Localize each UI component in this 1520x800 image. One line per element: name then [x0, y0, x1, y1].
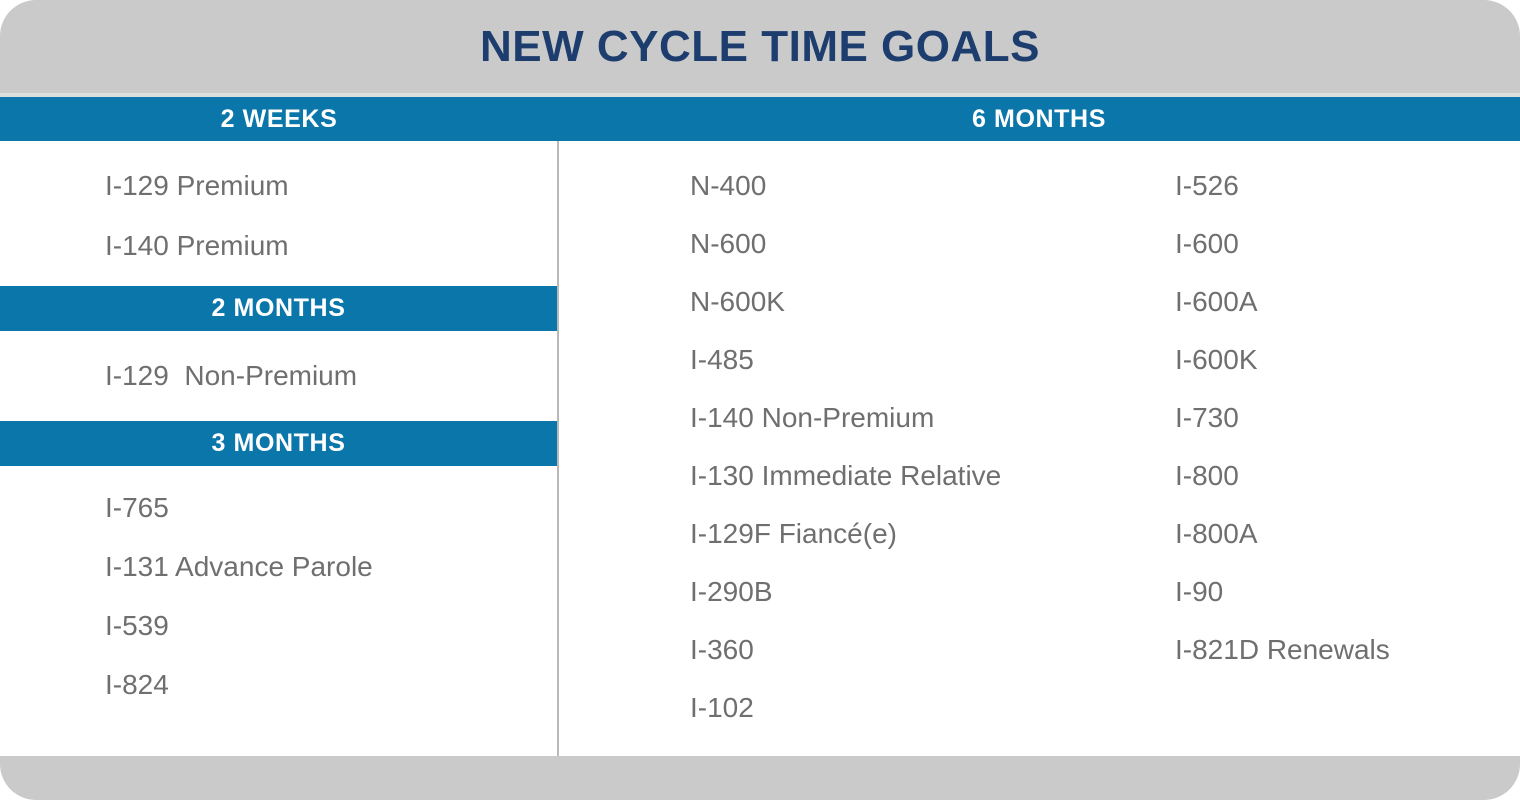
list-item: I-600	[1175, 228, 1239, 259]
duration-header-bar: 2 WEEKS 6 MONTHS	[0, 97, 1520, 141]
list-item: I-730	[1175, 402, 1239, 433]
card-header: NEW CYCLE TIME GOALS	[0, 0, 1520, 93]
section-header-bar: 2 MONTHS	[0, 286, 557, 331]
column-header-6-months: 6 MONTHS	[972, 104, 1106, 133]
section-header-label: 3 MONTHS	[211, 429, 346, 457]
column-header-2-weeks: 2 WEEKS	[220, 104, 338, 133]
list-item: I-526	[1175, 170, 1239, 201]
card-footer	[0, 756, 1520, 800]
list-item: I-821D Renewals	[1175, 634, 1390, 665]
list-item: I-130 Immediate Relative	[690, 460, 1002, 491]
list-item: I-102	[690, 692, 754, 723]
list-item: I-290B	[690, 576, 773, 607]
column-divider	[557, 141, 559, 756]
list-item: I-129F Fiancé(e)	[690, 518, 897, 549]
list-item: I-140 Premium	[105, 230, 289, 261]
list-item: I-765	[105, 491, 169, 523]
list-item: N-600	[690, 228, 767, 259]
header-separator	[0, 93, 1520, 97]
list-item: I-800A	[1175, 518, 1258, 549]
list-item: N-400	[690, 170, 767, 201]
list-item: I-360	[690, 634, 754, 665]
right-subcolumn-2: I-526 I-600 I-600A I-600K I-730 I-800 I-800A I-…	[1039, 157, 1520, 756]
list-item: I-600A	[1175, 286, 1258, 317]
list-item: I-131 Advance Parole	[105, 550, 373, 582]
left-column: I-129 Premium I-140 Premium 2 MONTHS I-129 …	[0, 141, 558, 756]
right-subcolumn-1: N-400 N-600 N-600K I-485 I-140 Non-Premium I-…	[558, 157, 1039, 756]
list-item: I-140 Non-Premium	[690, 402, 935, 433]
page-title: NEW CYCLE TIME GOALS	[480, 21, 1040, 71]
list-item: N-600K	[690, 286, 785, 317]
list-item: I-824	[105, 668, 169, 700]
list-item: I-800	[1175, 460, 1239, 491]
section-rows: I-129 Non-Premium	[0, 331, 558, 421]
list-item: I-129 Non-Premium	[105, 360, 358, 391]
list-item: I-485	[690, 344, 754, 375]
right-section: N-400 N-600 N-600K I-485 I-140 Non-Premium I-…	[558, 141, 1520, 756]
section-rows: I-765 I-131 Advance Parole I-539 I-824	[0, 466, 558, 714]
list-item: I-539	[105, 609, 169, 641]
list-item: I-600K	[1175, 344, 1258, 375]
section-rows: I-129 Premium I-140 Premium	[0, 141, 558, 286]
content-area: I-129 Premium I-140 Premium 2 MONTHS I-129 …	[0, 141, 1520, 756]
list-item: I-90	[1175, 576, 1224, 607]
section-header-label: 2 MONTHS	[211, 294, 346, 322]
list-item: I-129 Premium	[105, 170, 289, 201]
section-header-bar: 3 MONTHS	[0, 421, 557, 466]
